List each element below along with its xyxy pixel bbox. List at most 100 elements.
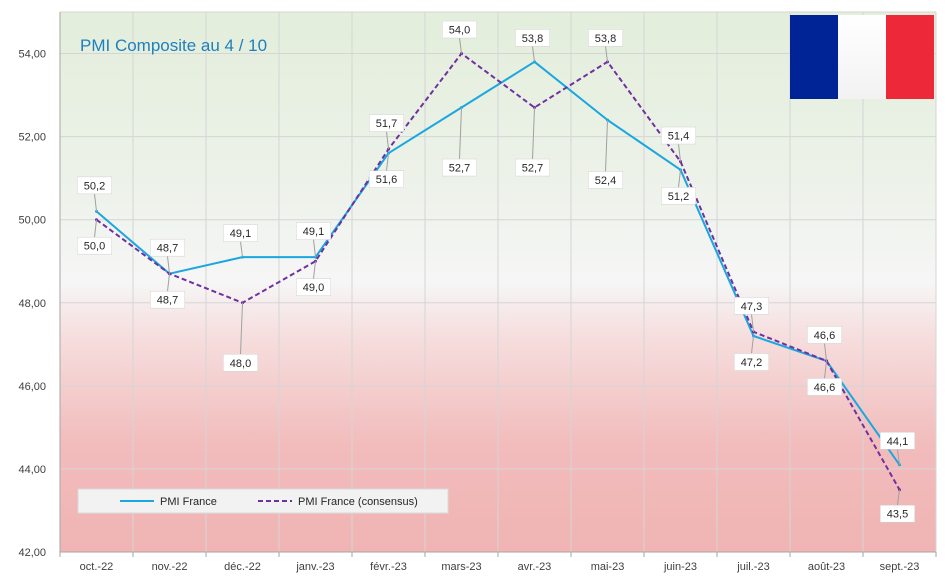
data-label: 50,0 [84,241,105,253]
data-label: 44,1 [887,436,908,448]
data-label-box [807,378,842,396]
y-tick-label: 52,00 [18,132,46,144]
label-leader-line [240,302,243,355]
label-leader-line [240,241,243,258]
label-leader-line [751,335,754,354]
x-tick-label: juin-23 [663,561,697,573]
data-label-box [296,278,331,296]
x-tick-label: août-23 [808,561,845,573]
data-label: 51,4 [668,131,689,143]
data-label: 48,7 [157,243,178,255]
label-leader-line [824,360,827,379]
label-leader-line [167,273,170,292]
label-leader-line [678,169,681,188]
data-label-box [150,290,185,309]
data-label-box [588,171,623,189]
y-tick-label: 54,00 [18,49,46,61]
y-tick-label: 44,00 [18,464,46,476]
data-label: 47,2 [741,357,762,369]
data-label-box [223,224,258,242]
data-label: 53,8 [595,33,616,45]
y-tick-label: 50,00 [18,215,46,227]
label-leader-line [94,219,97,238]
data-label-box [880,432,915,450]
label-leader-line [824,343,827,361]
data-label: 51,2 [668,191,689,203]
data-label-box [734,297,769,315]
data-label: 49,0 [303,282,324,294]
y-tick-label: 46,00 [18,381,46,393]
data-label: 43,5 [887,509,908,521]
label-leader-line [313,261,316,279]
data-label: 52,7 [449,163,470,175]
series-line-pmi-consensus [95,52,901,491]
x-tick-label: mai-23 [591,561,625,573]
data-label-box [515,29,550,47]
label-leader-line [167,256,170,274]
data-label: 46,6 [814,382,835,394]
data-label-box [150,238,185,257]
x-tick-label: janv.-23 [295,561,334,573]
data-label-box [77,176,112,195]
data-label-box [661,126,696,145]
label-leader-line [386,131,389,150]
legend-label-pmi-consensus: PMI France (consensus) [298,496,418,508]
label-leader-line [459,107,462,160]
france-flag-icon [790,15,934,99]
data-label-box [880,504,915,523]
data-label: 52,4 [595,175,616,187]
label-leader-line [459,37,462,54]
data-label-box [588,29,623,47]
series-line-pmi-france [95,60,901,466]
data-label: 53,8 [522,33,543,45]
data-label: 48,0 [230,358,251,370]
x-tick-label: oct.-22 [80,561,114,573]
data-label-box [515,158,550,177]
data-label: 52,7 [522,163,543,175]
label-leader-line [386,153,389,171]
label-leader-line [313,239,316,258]
data-label: 51,6 [376,174,397,186]
label-leader-line [605,119,608,172]
data-label: 50,2 [84,180,105,192]
label-leader-line [532,107,535,160]
label-leader-line [897,449,900,465]
x-tick-label: nov.-22 [152,561,188,573]
data-label-box [77,236,112,255]
legend-label-pmi-france: PMI France [160,496,217,508]
data-label-box [442,20,477,39]
data-label-box [661,187,696,205]
x-tick-label: sept.-23 [880,561,920,573]
x-tick-label: déc.-22 [224,561,261,573]
data-label: 49,1 [230,228,251,240]
chart-title: PMI Composite au 4 / 10 [80,36,267,55]
data-label: 46,6 [814,330,835,342]
data-label-box [369,114,404,132]
data-labels: 50,2 50,0 48,7 48,7 49,1 48,0 49,1 49,0 51,7 51,6… [77,20,915,523]
label-leader-line [94,193,97,212]
x-tick-label: mars-23 [441,561,481,573]
label-leader-line [605,46,608,62]
y-tick-label: 42,00 [18,547,46,559]
data-label: 47,3 [741,301,762,313]
label-leader-line [678,143,681,162]
label-leader-line [897,489,900,506]
x-tick-label: avr.-23 [518,561,552,573]
x-tick-label: févr.-23 [370,561,407,573]
data-label-box [296,222,331,240]
data-label: 49,1 [303,226,324,238]
data-label-box [442,158,477,177]
data-label: 54,0 [449,25,470,37]
data-label: 51,7 [376,118,397,130]
data-label-box [369,170,404,188]
data-label: 48,7 [157,295,178,307]
data-label-box [223,354,258,372]
data-label-box [734,353,769,371]
y-tick-label: 48,00 [18,298,46,310]
label-leader-line [532,46,535,62]
data-label-box [807,326,842,344]
legend: PMI France PMI France (consensus) [77,488,449,514]
axes: 42,00 44,00 46,00 48,00 50,00 52,00 54,00 oct.-… [18,12,937,573]
